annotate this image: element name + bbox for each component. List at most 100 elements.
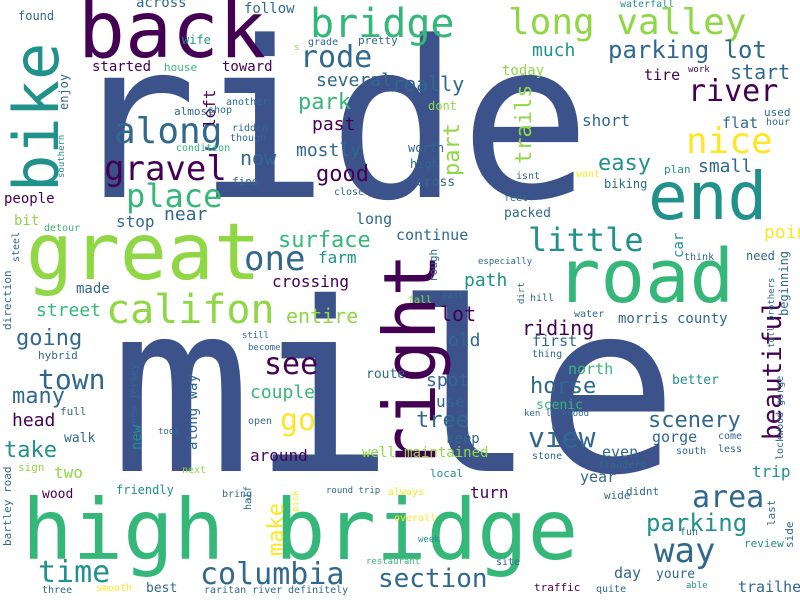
word: water <box>574 309 605 320</box>
word: biking <box>604 177 648 191</box>
word: used <box>764 106 791 119</box>
word: section <box>378 564 488 594</box>
word: day <box>614 564 642 582</box>
word: high <box>410 157 439 171</box>
word: shop <box>208 105 233 116</box>
word: scenery <box>648 408 741 433</box>
word: ken lockwood <box>524 409 590 419</box>
word: better <box>672 373 719 388</box>
word: trip <box>752 462 791 481</box>
word: restaurant <box>366 557 421 567</box>
word: bring <box>222 489 253 500</box>
word: though <box>230 133 267 144</box>
word: columbia <box>200 557 345 592</box>
word: across <box>136 0 187 11</box>
word: waterfall <box>620 0 675 10</box>
word: route <box>366 367 406 382</box>
word: definitely <box>288 585 349 596</box>
word: almost <box>174 105 214 118</box>
word: took <box>158 427 180 437</box>
word: wood <box>42 487 74 502</box>
word: park <box>298 90 351 115</box>
word: califon <box>106 287 275 333</box>
word: morris county <box>618 311 728 327</box>
word: bit <box>14 213 40 229</box>
word: river <box>688 74 779 109</box>
word: tire <box>644 66 681 84</box>
word: southern <box>57 134 67 178</box>
word: south <box>676 446 707 457</box>
word: much <box>532 40 576 61</box>
word: lot <box>440 302 477 326</box>
word: entire <box>286 304 359 328</box>
word: want <box>576 169 601 180</box>
word: work <box>688 65 710 75</box>
word: new <box>129 424 145 450</box>
word: three <box>42 585 73 596</box>
word: beginning <box>777 250 791 316</box>
word: wide <box>604 489 631 502</box>
word: full <box>60 405 87 418</box>
word: site <box>496 557 521 568</box>
word: dont <box>428 99 457 113</box>
word: enjoy <box>57 73 71 110</box>
word: trailhead <box>738 578 800 596</box>
word: keep <box>446 431 480 447</box>
word: short <box>582 111 631 130</box>
word: found <box>18 9 55 23</box>
word: quite <box>596 584 627 595</box>
word: pick <box>291 490 301 512</box>
word: right <box>368 253 452 470</box>
word: today <box>502 63 545 79</box>
word: people <box>4 191 55 207</box>
word: spot <box>426 370 470 391</box>
word: less <box>718 444 743 455</box>
word: really <box>392 72 465 96</box>
word: another <box>226 97 269 108</box>
word: packed <box>504 206 551 221</box>
word: fall <box>408 295 433 306</box>
word: able <box>686 581 708 591</box>
word: fun <box>680 527 699 538</box>
word: along way <box>185 374 201 450</box>
word: path <box>464 270 508 291</box>
word: well maintained <box>362 445 489 461</box>
word: bartley road <box>1 466 14 546</box>
word: nice <box>686 121 773 162</box>
word: ride <box>66 0 591 249</box>
word: long <box>356 210 393 228</box>
word: surface <box>278 228 371 253</box>
word: detour <box>44 223 81 234</box>
word: become <box>248 343 281 353</box>
word: local <box>430 467 464 480</box>
word: street <box>36 300 102 321</box>
word: side <box>783 521 796 549</box>
word: cross <box>416 175 456 190</box>
word: north <box>568 360 614 378</box>
word: time <box>38 555 111 590</box>
word: road <box>556 234 735 320</box>
word: hill <box>530 293 555 304</box>
word: old <box>448 330 481 351</box>
word: smooth <box>96 583 133 594</box>
word: many <box>12 384 65 409</box>
word: great <box>26 208 261 298</box>
word: farm <box>318 248 357 267</box>
word: rode <box>300 40 373 75</box>
word: part <box>440 123 465 176</box>
word: view <box>528 421 596 454</box>
word: best <box>146 581 178 596</box>
word: horse <box>530 374 597 399</box>
word: use <box>436 392 465 411</box>
word: take <box>4 438 57 463</box>
word: close <box>334 187 365 198</box>
word: see <box>264 347 319 382</box>
word: friendly <box>116 483 174 497</box>
word: find <box>232 175 259 188</box>
word: youre <box>656 567 696 582</box>
word: one <box>244 239 306 279</box>
word: gorge <box>652 428 698 446</box>
word: going <box>16 326 83 351</box>
word: now <box>240 146 277 170</box>
word: year <box>580 468 617 486</box>
